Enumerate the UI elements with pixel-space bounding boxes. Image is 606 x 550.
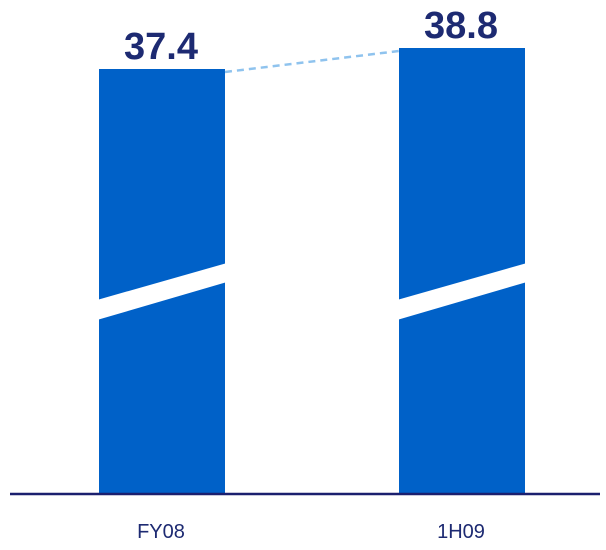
axis-break-layer [97, 263, 527, 320]
bars-layer [99, 48, 525, 493]
connector-line [224, 49, 400, 74]
category-label-1h09: 1H09 [437, 521, 485, 543]
category-label-fy08: FY08 [137, 521, 185, 543]
value-label-1h09: 38.8 [424, 5, 498, 47]
axis-break-1h09 [397, 263, 527, 320]
axis-break-fy08 [97, 263, 227, 320]
value-label-fy08: 37.4 [124, 26, 198, 68]
